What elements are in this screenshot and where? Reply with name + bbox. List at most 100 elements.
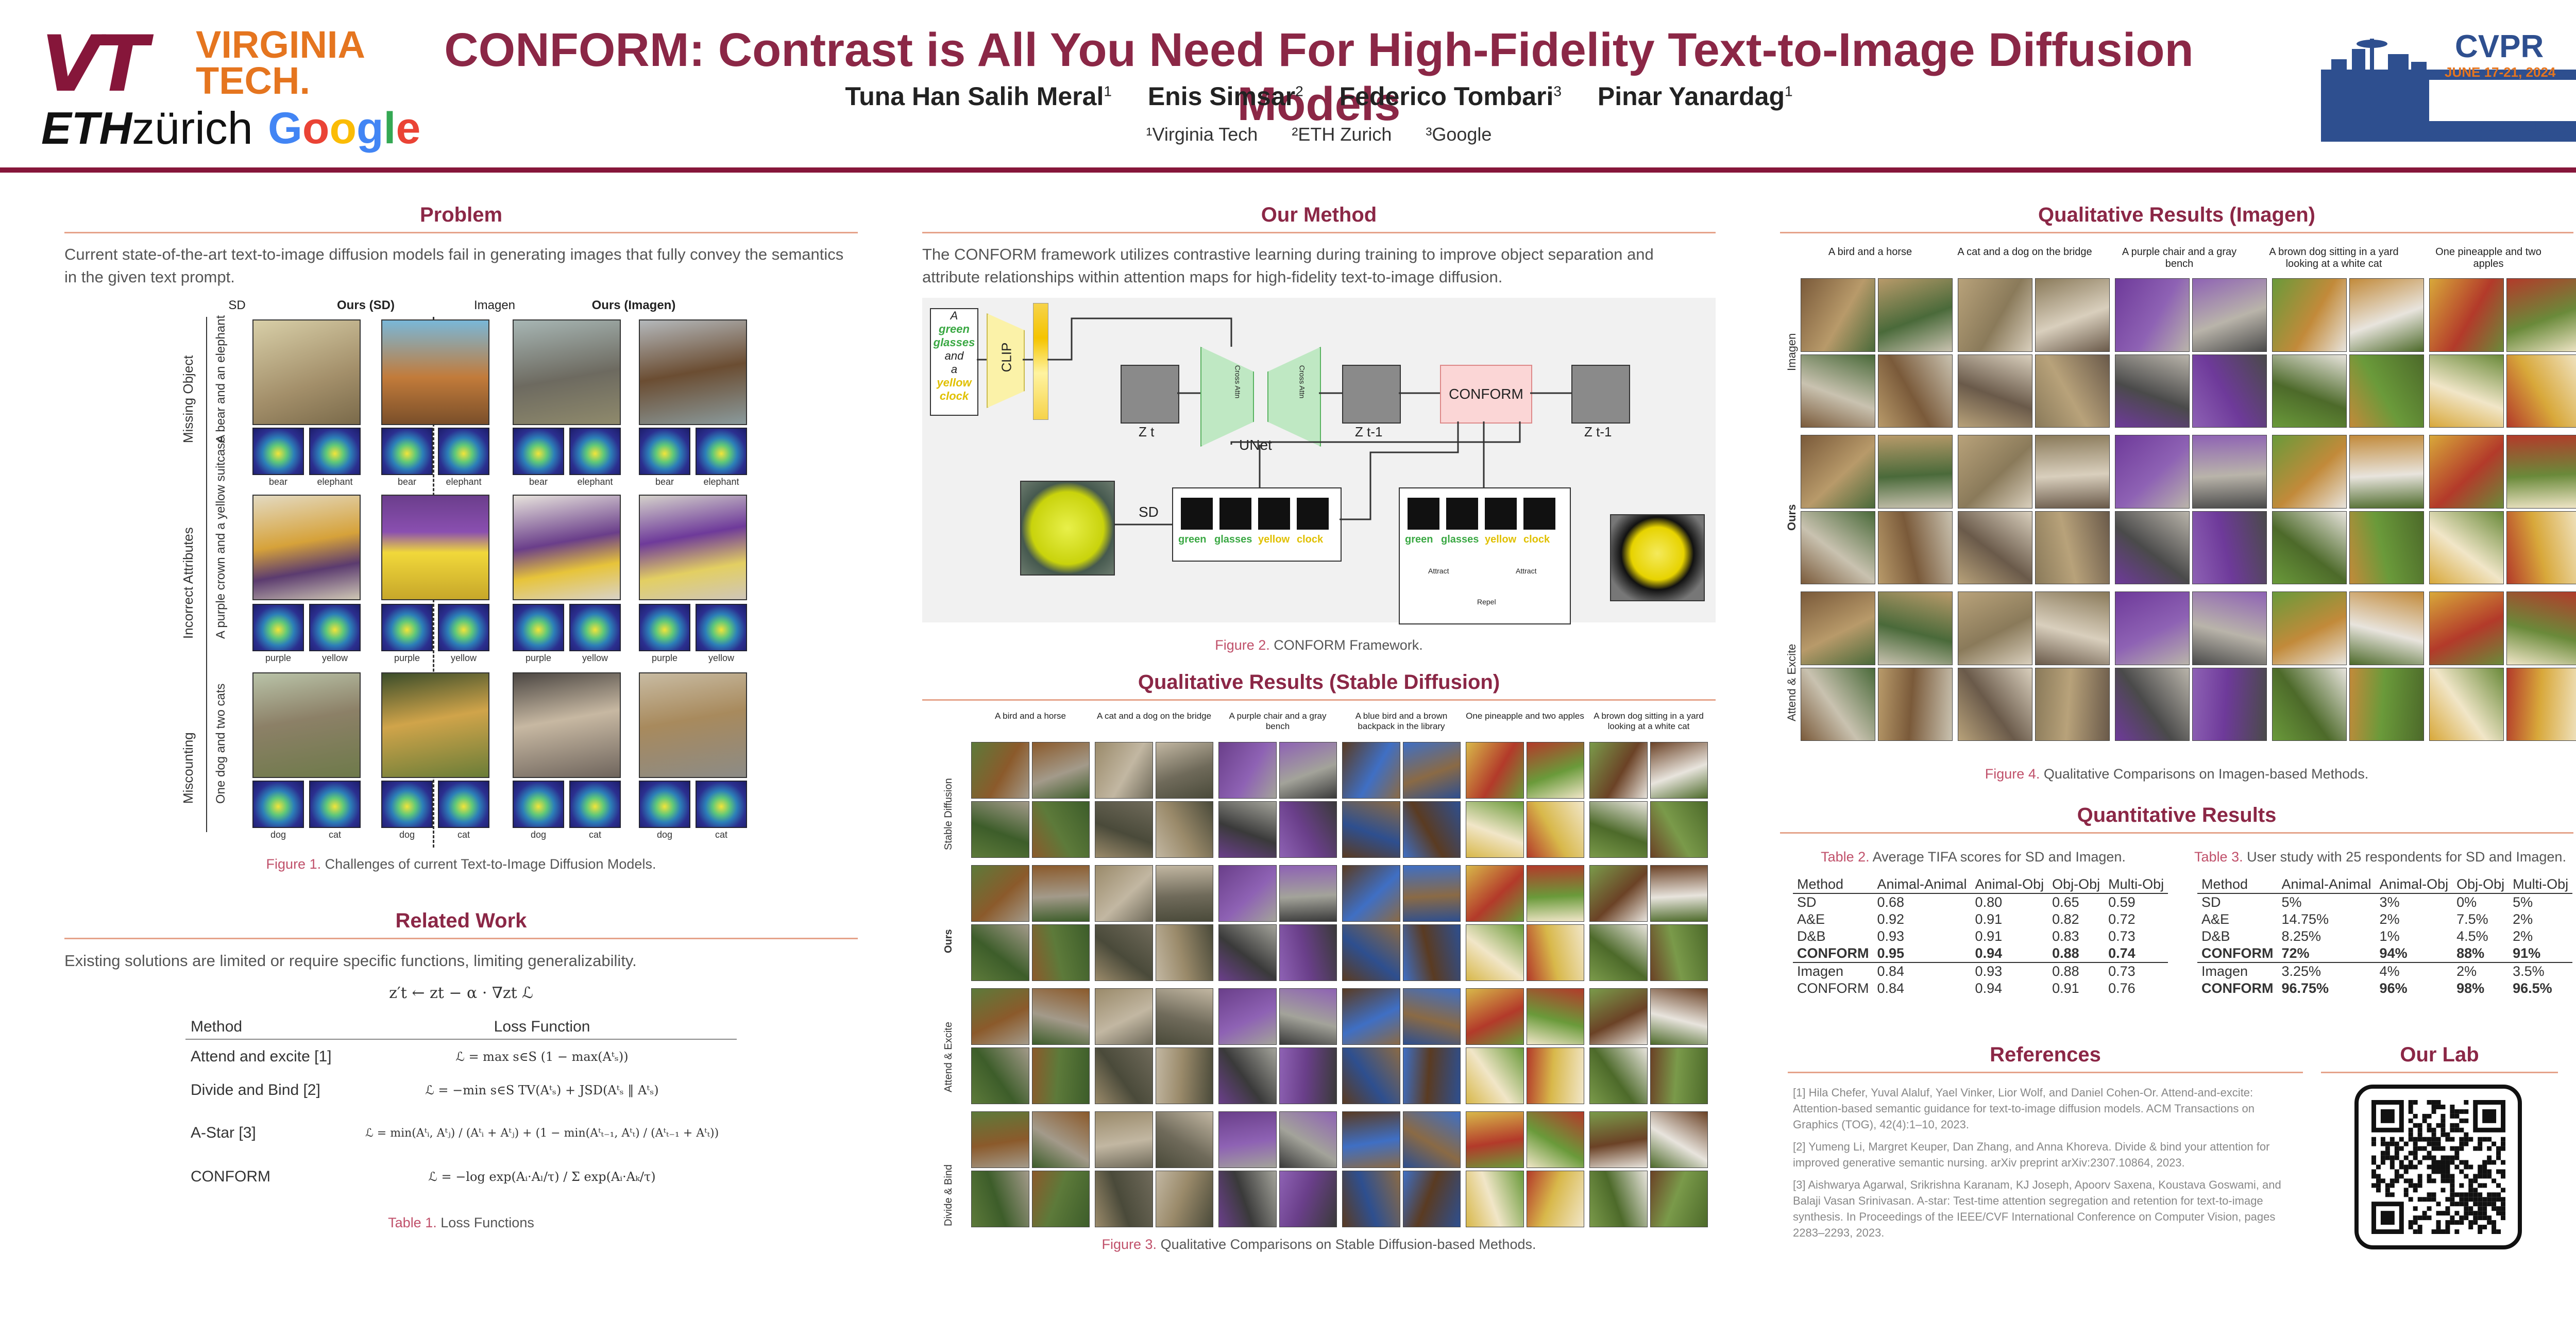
qr-code[interactable] bbox=[2354, 1085, 2522, 1249]
qr-module bbox=[2482, 1197, 2487, 1202]
qr-module bbox=[2436, 1137, 2441, 1142]
qr-module bbox=[2422, 1146, 2427, 1151]
qr-module bbox=[2450, 1146, 2455, 1151]
qr-module bbox=[2427, 1155, 2432, 1160]
sd-prompt: A blue bird and a brown backpack in the … bbox=[1355, 711, 1448, 731]
unet-block: Cross Attn Cross Attn bbox=[1200, 347, 1321, 447]
qr-module bbox=[2473, 1146, 2478, 1151]
qr-module bbox=[2478, 1206, 2483, 1211]
cvpr-dates: JUNE 17-21, 2024 bbox=[2445, 64, 2556, 80]
qr-module bbox=[2459, 1137, 2464, 1142]
qr-module bbox=[2454, 1123, 2460, 1128]
qr-module bbox=[2468, 1197, 2473, 1202]
fig1-row-miscounting: Miscounting bbox=[180, 732, 196, 804]
tifa-row: SD 0.68 0.80 0.65 0.59 bbox=[1797, 894, 2136, 910]
result-image bbox=[2115, 435, 2190, 509]
qr-module bbox=[2450, 1192, 2455, 1197]
qr-module bbox=[2422, 1197, 2427, 1202]
unet-label: UNet bbox=[1239, 437, 1272, 453]
qr-module bbox=[2413, 1123, 2418, 1128]
result-image bbox=[971, 1111, 1029, 1168]
attention-map bbox=[1485, 498, 1517, 530]
result-image bbox=[1402, 1111, 1461, 1168]
result-image bbox=[2429, 354, 2504, 428]
table-3-caption: Table 3. User study with 25 respondents … bbox=[2190, 849, 2571, 865]
result-image bbox=[1402, 988, 1461, 1045]
qr-module bbox=[2501, 1202, 2505, 1207]
tifa-table: Method Animal-Animal Animal-Obj Obj-Obj … bbox=[1793, 876, 2168, 997]
sd-prompt: A cat and a dog on the bridge bbox=[1096, 711, 1212, 721]
qr-module bbox=[2422, 1118, 2427, 1123]
qr-module bbox=[2436, 1160, 2441, 1165]
fig1-token: yellow bbox=[321, 653, 348, 663]
author-3: Federico Tombari3 bbox=[1339, 82, 1562, 111]
qr-module bbox=[2417, 1178, 2422, 1183]
token-label: yellow bbox=[1258, 534, 1290, 545]
fig1-token: elephant bbox=[577, 477, 613, 487]
sd-prompt: A purple chair and a gray bench bbox=[1229, 711, 1327, 731]
eth-logo-bold: ETH bbox=[41, 103, 132, 154]
attention-map bbox=[1523, 498, 1555, 530]
qr-module bbox=[2487, 1220, 2492, 1225]
qr-module bbox=[2380, 1151, 2385, 1156]
figure-4-caption: Figure 4. Qualitative Comparisons on Ima… bbox=[1780, 766, 2573, 782]
qr-module bbox=[2431, 1141, 2436, 1146]
qr-module bbox=[2473, 1220, 2478, 1225]
result-image bbox=[1650, 988, 1708, 1045]
qr-module bbox=[2482, 1137, 2487, 1142]
qr-module bbox=[2478, 1229, 2483, 1234]
tifa-row: CONFORM 0.84 0.94 0.91 0.76 bbox=[1797, 980, 2136, 996]
sd-attention-maps: green glasses yellow clock bbox=[1172, 487, 1342, 562]
fig1-heatmap bbox=[381, 781, 433, 828]
result-image bbox=[1095, 988, 1153, 1045]
qr-module bbox=[2478, 1197, 2483, 1202]
result-image bbox=[2192, 354, 2267, 428]
qr-module bbox=[2371, 1155, 2376, 1160]
qr-module bbox=[2496, 1146, 2501, 1151]
affiliation-logos: VT VIRGINIA TECH. ETHzürich Google bbox=[41, 26, 420, 155]
result-image bbox=[2429, 278, 2504, 352]
result-image bbox=[1958, 354, 2032, 428]
result-image bbox=[1650, 742, 1708, 799]
attract-label: Attract bbox=[1428, 567, 1449, 575]
qr-module bbox=[2454, 1113, 2460, 1119]
result-image bbox=[1279, 1171, 1337, 1227]
qr-module bbox=[2496, 1155, 2501, 1160]
qr-module bbox=[2450, 1183, 2455, 1188]
loss-table-header: Loss Function bbox=[494, 1018, 590, 1035]
qr-module bbox=[2376, 1174, 2381, 1179]
qr-module bbox=[2413, 1164, 2418, 1170]
qr-module bbox=[2450, 1127, 2455, 1132]
qr-module bbox=[2464, 1118, 2469, 1123]
result-image bbox=[1878, 511, 1953, 584]
loss-method: CONFORM bbox=[191, 1168, 270, 1185]
quant-heading: Quantitative Results bbox=[2077, 804, 2277, 826]
qr-module bbox=[2459, 1220, 2464, 1225]
qr-module bbox=[2389, 1178, 2395, 1183]
result-image bbox=[1526, 1171, 1584, 1227]
qr-module bbox=[2501, 1174, 2505, 1179]
qr-module bbox=[2408, 1220, 2413, 1225]
qr-module bbox=[2441, 1229, 2446, 1234]
result-image bbox=[1650, 924, 1708, 981]
fig1-image bbox=[513, 672, 621, 778]
user-study-table: Method Animal-Animal Animal-Obj Obj-Obj … bbox=[2197, 876, 2573, 997]
fig1-heatmap bbox=[639, 604, 690, 651]
result-image bbox=[1650, 1171, 1708, 1227]
result-image bbox=[2115, 511, 2190, 584]
poster-header: VT VIRGINIA TECH. ETHzürich Google CONFO… bbox=[0, 0, 2576, 170]
result-image bbox=[1342, 801, 1400, 858]
fig1-heatmap bbox=[309, 604, 361, 651]
fig1-token: purple bbox=[525, 653, 552, 663]
result-image bbox=[1466, 1111, 1524, 1168]
fig1-row-incorrect-attributes: Incorrect Attributes bbox=[180, 527, 196, 639]
affiliation-3: ³Google bbox=[1426, 124, 1492, 145]
qr-module bbox=[2450, 1202, 2455, 1207]
figure-1-label: Figure 1. bbox=[266, 856, 321, 872]
result-image bbox=[971, 801, 1029, 858]
fig1-heatmap bbox=[569, 781, 621, 828]
qr-module bbox=[2408, 1127, 2413, 1132]
qr-module bbox=[2487, 1192, 2492, 1197]
qr-module bbox=[2459, 1109, 2464, 1114]
result-image bbox=[1402, 865, 1461, 922]
